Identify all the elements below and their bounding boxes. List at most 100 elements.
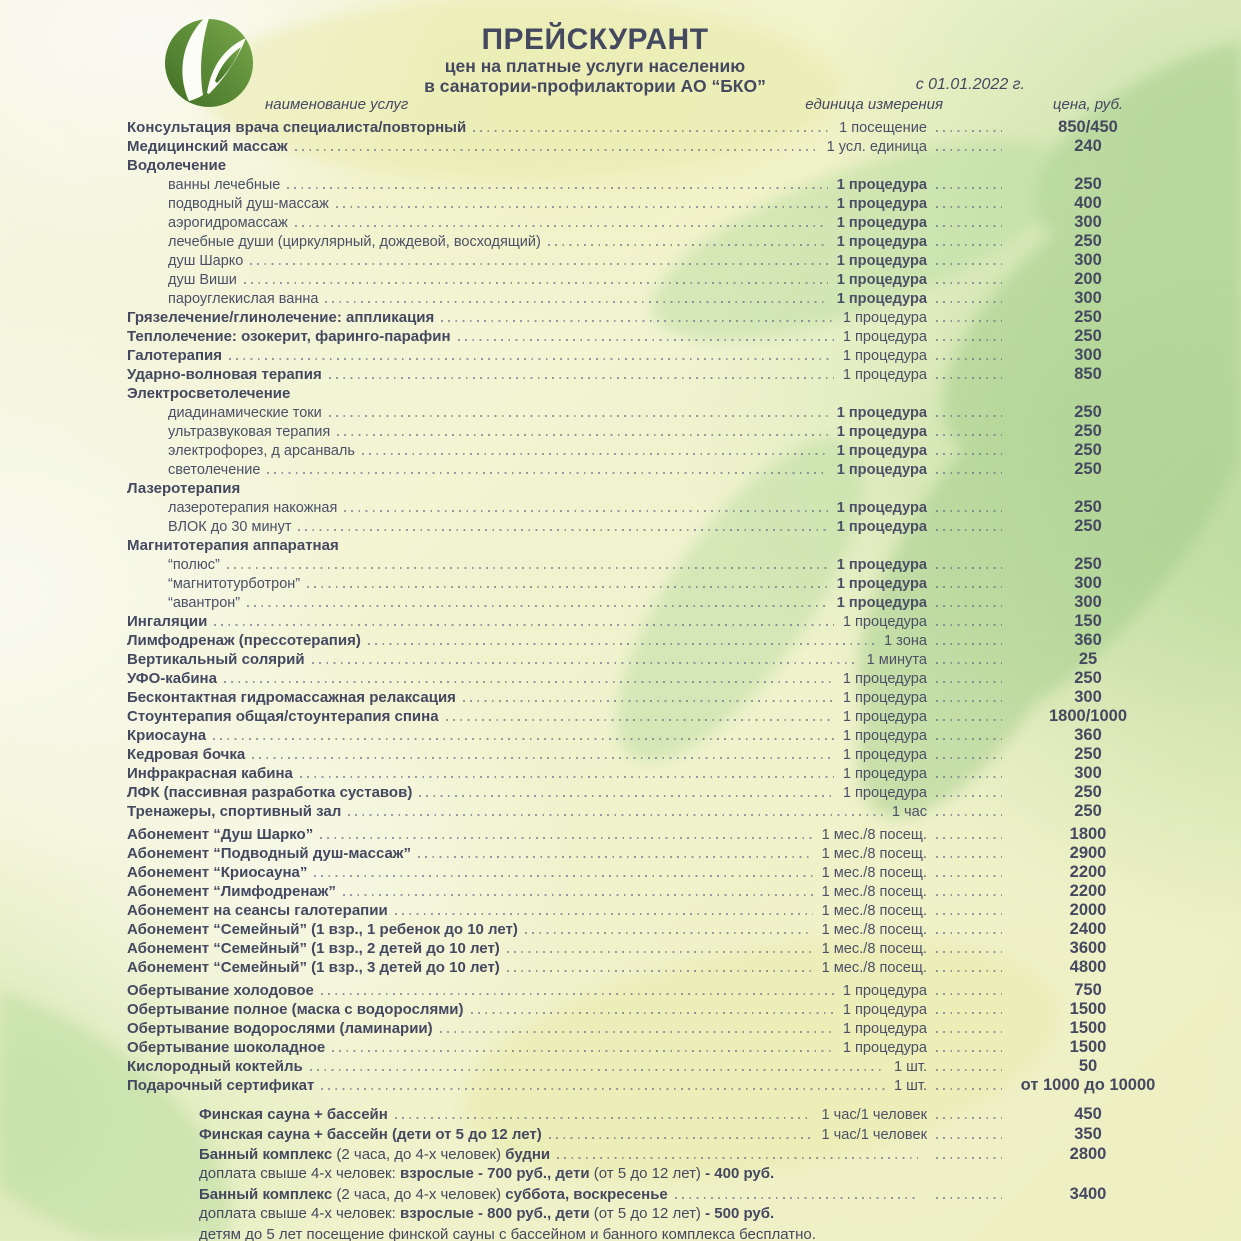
dots-leader bbox=[936, 875, 1002, 877]
price-cell: 250 bbox=[1074, 555, 1102, 573]
dots-leader bbox=[294, 225, 828, 227]
price-row: Медицинский массаж 1 усл. единица 240 bbox=[127, 137, 1170, 156]
price-row: Обертывание шоколадное 1 процедура 1500 bbox=[127, 1038, 1170, 1057]
service-name: Абонемент “Семейный” (1 взр., 3 детей до… bbox=[127, 959, 500, 976]
sauna-bath-section: Финская сауна + бассейн 1 час/1 человек 45… bbox=[127, 1104, 1170, 1241]
price-row: пароуглекислая ванна 1 процедура 300 bbox=[127, 289, 1170, 308]
price-row: Инфракрасная кабина 1 процедура 300 bbox=[127, 764, 1170, 783]
price-row: Стоунтерапия общая/стоунтерапия спина 1 п… bbox=[127, 707, 1170, 726]
unit-cell: 1 процедура bbox=[842, 1040, 927, 1056]
unit-cell: 1 час/1 человек bbox=[821, 1127, 927, 1144]
unit-cell: 1 мес./8 посещ. bbox=[821, 960, 927, 976]
price-table: Консультация врача специалиста/повторный… bbox=[127, 118, 1170, 1241]
unit-cell: 1 процедура bbox=[842, 1021, 927, 1037]
price-cell: 200 bbox=[1074, 270, 1102, 288]
dots-leader bbox=[936, 529, 1002, 531]
dots-leader bbox=[936, 415, 1002, 417]
dots-leader bbox=[936, 320, 1002, 322]
unit-cell: 1 процедура bbox=[842, 614, 927, 630]
service-name: детям до 5 лет посещение финской сауны с… bbox=[199, 1225, 816, 1241]
unit-cell: 1 мес./8 посещ. bbox=[821, 846, 927, 862]
service-name: Водолечение bbox=[127, 157, 227, 174]
price-cell: 300 bbox=[1074, 289, 1102, 307]
dots-leader bbox=[394, 1117, 813, 1119]
price-row: Подарочный сертификат 1 шт. от 1000 до 100… bbox=[127, 1076, 1170, 1095]
dots-leader bbox=[936, 795, 1002, 797]
price-row: Банный комплекс (2 часа, до 4-х человек)… bbox=[127, 1144, 1170, 1164]
service-name: Галотерапия bbox=[127, 347, 222, 364]
dots-leader bbox=[674, 1197, 918, 1200]
dots-leader bbox=[328, 377, 834, 379]
dots-leader bbox=[299, 776, 834, 778]
service-name: Криосауна bbox=[127, 727, 207, 744]
service-name: Электросветолечение bbox=[127, 385, 291, 402]
service-name: Абонемент “Лимфодренаж” bbox=[127, 883, 336, 900]
dots-leader bbox=[394, 913, 813, 915]
price-row: Абонемент на сеансы галотерапии 1 мес./8 … bbox=[127, 901, 1170, 920]
dots-leader bbox=[213, 738, 834, 740]
price-row: душ Виши 1 процедура 200 bbox=[127, 270, 1170, 289]
service-name: Стоунтерапия общая/стоунтерапия спина bbox=[127, 708, 439, 725]
price-cell: 300 bbox=[1074, 251, 1102, 269]
dots-leader bbox=[325, 301, 828, 303]
unit-cell: 1 зона bbox=[884, 633, 927, 649]
dots-leader bbox=[223, 681, 834, 683]
sanatorium-logo bbox=[158, 8, 260, 108]
page-title: ПРЕЙСКУРАНТ bbox=[481, 23, 709, 56]
price-cell: 360 bbox=[1074, 631, 1102, 649]
dots-leader bbox=[936, 434, 1002, 436]
price-row: ванны лечебные 1 процедура 250 bbox=[127, 175, 1170, 194]
price-row: Тренажеры, спортивный зал 1 час 250 bbox=[127, 802, 1170, 821]
unit-cell: 1 процедура bbox=[842, 785, 927, 801]
service-name: Консультация врача специалиста/повторный bbox=[127, 119, 467, 136]
service-name: Финская сауна + бассейн (дети от 5 до 12… bbox=[199, 1126, 542, 1144]
price-row: Обертывание холодовое 1 процедура 750 bbox=[127, 981, 1170, 1000]
unit-cell: 1 посещение bbox=[839, 120, 927, 136]
unit-cell: 1 процедура bbox=[836, 595, 927, 611]
price-cell: 2200 bbox=[1069, 882, 1107, 900]
unit-cell: 1 процедура bbox=[836, 196, 927, 212]
price-cell: 750 bbox=[1074, 981, 1102, 999]
effective-date: с 01.01.2022 г. bbox=[915, 76, 1025, 93]
price-row: Обертывание водорослями (ламинарии) 1 про… bbox=[127, 1019, 1170, 1038]
price-cell: 2400 bbox=[1069, 920, 1107, 938]
price-row: светолечение 1 процедура 250 bbox=[127, 460, 1170, 479]
dots-leader bbox=[445, 719, 834, 721]
unit-cell: 1 процедура bbox=[836, 272, 927, 288]
dots-leader bbox=[247, 605, 828, 607]
unit-cell: 1 мес./8 посещ. bbox=[821, 922, 927, 938]
service-name: Абонемент на сеансы галотерапии bbox=[127, 902, 388, 919]
price-row: Абонемент “Подводный душ-массаж” 1 мес./8… bbox=[127, 844, 1170, 863]
service-name: “магнитотурботрон” bbox=[168, 576, 301, 592]
price-row: Абонемент “Семейный” (1 взр., 1 ребенок … bbox=[127, 920, 1170, 939]
price-cell: 2900 bbox=[1069, 844, 1107, 862]
price-cell: 400 bbox=[1074, 194, 1102, 212]
price-row: Абонемент “Семейный” (1 взр., 2 детей до… bbox=[127, 939, 1170, 958]
dots-leader bbox=[936, 738, 1002, 740]
dots-leader bbox=[321, 1088, 885, 1090]
dots-leader bbox=[936, 719, 1002, 721]
dots-leader bbox=[214, 624, 834, 626]
dots-leader bbox=[439, 1031, 834, 1033]
price-cell: 1500 bbox=[1069, 1000, 1107, 1018]
service-name: Абонемент “Душ Шарко” bbox=[127, 826, 314, 843]
dots-leader bbox=[506, 970, 813, 972]
unit-cell: 1 процедура bbox=[836, 500, 927, 516]
price-row: ВЛОК до 30 минут 1 процедура 250 bbox=[127, 517, 1170, 536]
unit-cell: 1 процедура bbox=[836, 424, 927, 440]
price-cell: 250 bbox=[1074, 745, 1102, 763]
price-row: Консультация врача специалиста/повторный… bbox=[127, 118, 1170, 137]
service-name: ВЛОК до 30 минут bbox=[168, 519, 292, 535]
service-name: Банный комплекс (2 часа, до 4-х человек)… bbox=[199, 1186, 668, 1204]
price-cell: 300 bbox=[1074, 346, 1102, 364]
price-cell: 850/450 bbox=[1058, 118, 1118, 136]
dots-leader bbox=[342, 894, 813, 896]
dots-leader bbox=[936, 358, 1002, 360]
page-subtitle-1: цен на платные услуги населению bbox=[444, 56, 746, 76]
dots-leader bbox=[936, 301, 1002, 303]
price-row: Криосауна 1 процедура 360 bbox=[127, 726, 1170, 745]
dots-leader bbox=[419, 795, 834, 797]
unit-cell: 1 процедура bbox=[836, 462, 927, 478]
price-cell: 250 bbox=[1074, 441, 1102, 459]
